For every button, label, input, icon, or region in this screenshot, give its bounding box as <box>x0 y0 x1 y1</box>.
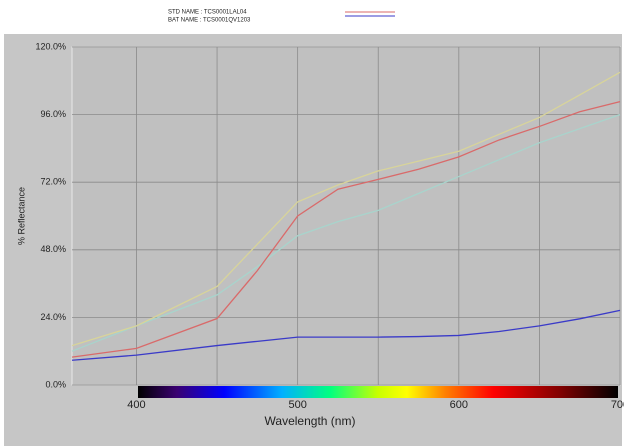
x-tick-label: 700 <box>611 399 624 411</box>
y-tick-label: 24.0% <box>40 312 66 322</box>
y-tick-label: 48.0% <box>40 244 66 254</box>
legend-label: STD NAME : TCS0001LAL04 <box>168 10 247 16</box>
y-tick-label: 120.0% <box>35 41 66 51</box>
x-axis-label: Wavelength (nm) <box>265 414 356 428</box>
y-tick-label: 72.0% <box>40 177 66 187</box>
x-tick-label: 400 <box>127 399 145 411</box>
x-tick-label: 600 <box>450 399 468 411</box>
series-line <box>71 309 621 361</box>
legend-label: BAT NAME : TCS0001QV1203 <box>168 18 251 24</box>
series-line <box>71 71 621 347</box>
series-line <box>71 101 621 358</box>
y-tick-label: 96.0% <box>40 109 66 119</box>
spectrum-bar <box>138 386 618 398</box>
plot-area <box>71 46 621 386</box>
x-tick-label: 500 <box>288 399 306 411</box>
series-line <box>71 113 621 352</box>
y-axis-label: % Reflectance <box>16 187 26 245</box>
y-tick-label: 0.0% <box>45 379 66 389</box>
legend: STD NAME : TCS0001LAL04 BAT NAME : TCS000… <box>168 10 395 24</box>
